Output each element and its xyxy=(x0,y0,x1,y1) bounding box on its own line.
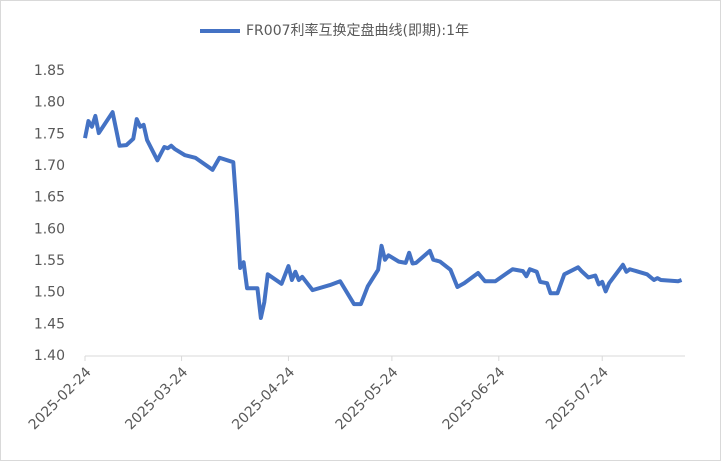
y-tick-label: 1.85 xyxy=(34,63,65,79)
y-tick-label: 1.55 xyxy=(34,253,65,269)
y-tick-label: 1.40 xyxy=(34,348,65,364)
y-tick-label: 1.65 xyxy=(34,190,65,206)
legend-label: FR007利率互换定盘曲线(即期):1年 xyxy=(246,22,469,39)
y-tick-label: 1.80 xyxy=(34,95,65,111)
y-tick-label: 1.70 xyxy=(34,158,65,174)
y-tick-label: 1.75 xyxy=(34,126,65,142)
y-tick-label: 1.60 xyxy=(34,221,65,237)
y-tick-label: 1.50 xyxy=(34,285,65,301)
y-tick-label: 1.45 xyxy=(34,316,65,332)
data-line xyxy=(83,110,683,320)
